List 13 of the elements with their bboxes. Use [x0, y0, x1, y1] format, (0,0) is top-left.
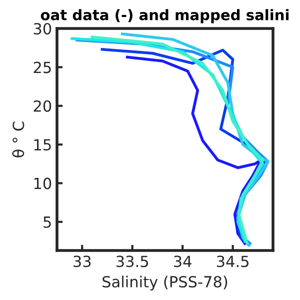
y-tick-label: 20 — [34, 100, 52, 112]
y-tick-label: 15 — [34, 139, 51, 151]
y-axis-title: θ ° C — [12, 122, 24, 158]
x-tick-label: 33.5 — [116, 256, 148, 268]
y-tick-label: 5 — [44, 216, 51, 228]
y-tick-label: 25 — [34, 62, 51, 74]
x-tick-label: 34.5 — [216, 256, 248, 268]
x-axis-title: Salinity (PSS-78) — [102, 276, 228, 290]
y-tick-label: 30 — [34, 22, 52, 35]
x-tick-label: 33 — [74, 256, 91, 268]
chart-title: oat data (-) and mapped salini — [40, 9, 289, 24]
x-tick-label: 34 — [174, 256, 192, 268]
y-tick-label: 10 — [34, 178, 52, 190]
